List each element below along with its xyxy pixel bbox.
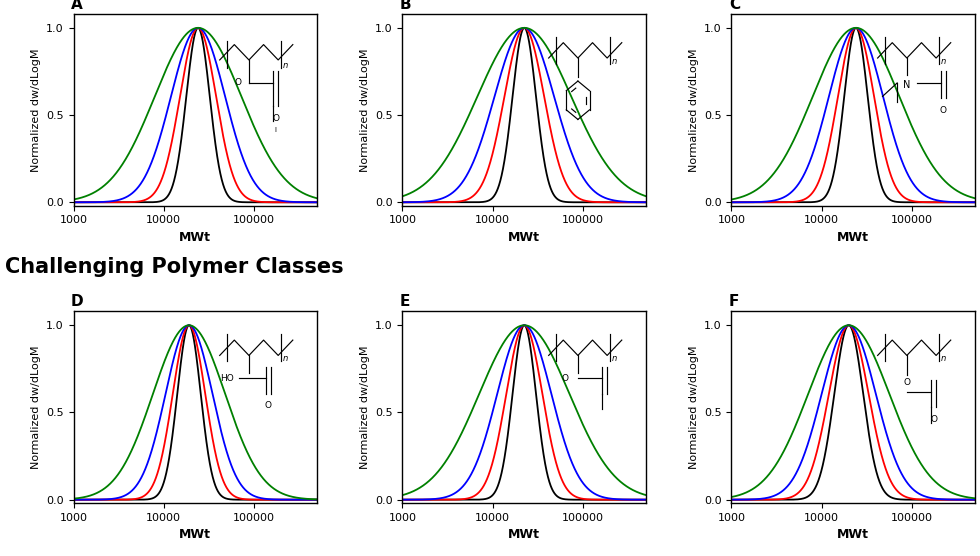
Text: O: O [234, 78, 242, 87]
Y-axis label: Normalized dw/dLogM: Normalized dw/dLogM [689, 48, 699, 172]
Y-axis label: Normalized dw/dLogM: Normalized dw/dLogM [30, 48, 40, 172]
Text: E: E [400, 294, 411, 309]
Text: n: n [612, 354, 617, 363]
X-axis label: MWt: MWt [837, 231, 869, 244]
X-axis label: MWt: MWt [509, 528, 540, 542]
X-axis label: MWt: MWt [509, 231, 540, 244]
Text: O: O [265, 401, 271, 410]
Text: O: O [562, 374, 568, 383]
Text: O: O [904, 378, 910, 387]
X-axis label: MWt: MWt [179, 528, 212, 542]
Text: n: n [283, 61, 288, 70]
Text: O: O [930, 415, 937, 424]
Text: n: n [612, 57, 617, 66]
X-axis label: MWt: MWt [179, 231, 212, 244]
X-axis label: MWt: MWt [837, 528, 869, 542]
Text: B: B [400, 0, 412, 12]
Y-axis label: Normalized dw/dLogM: Normalized dw/dLogM [689, 345, 699, 469]
Text: A: A [72, 0, 83, 12]
Text: n: n [941, 57, 947, 66]
Text: HO: HO [220, 374, 233, 383]
Text: O: O [940, 106, 947, 115]
Text: O: O [272, 113, 279, 123]
Text: F: F [729, 294, 739, 309]
Text: Challenging Polymer Classes: Challenging Polymer Classes [5, 257, 344, 277]
Y-axis label: Normalized dw/dLogM: Normalized dw/dLogM [30, 345, 40, 469]
Text: I: I [274, 127, 276, 133]
Text: D: D [72, 294, 83, 309]
Text: n: n [941, 354, 947, 363]
Y-axis label: Normalized dw/dLogM: Normalized dw/dLogM [360, 48, 369, 172]
Text: n: n [283, 354, 288, 363]
Text: N: N [904, 80, 910, 90]
Text: C: C [729, 0, 740, 12]
Y-axis label: Normalized dw/dLogM: Normalized dw/dLogM [360, 345, 369, 469]
